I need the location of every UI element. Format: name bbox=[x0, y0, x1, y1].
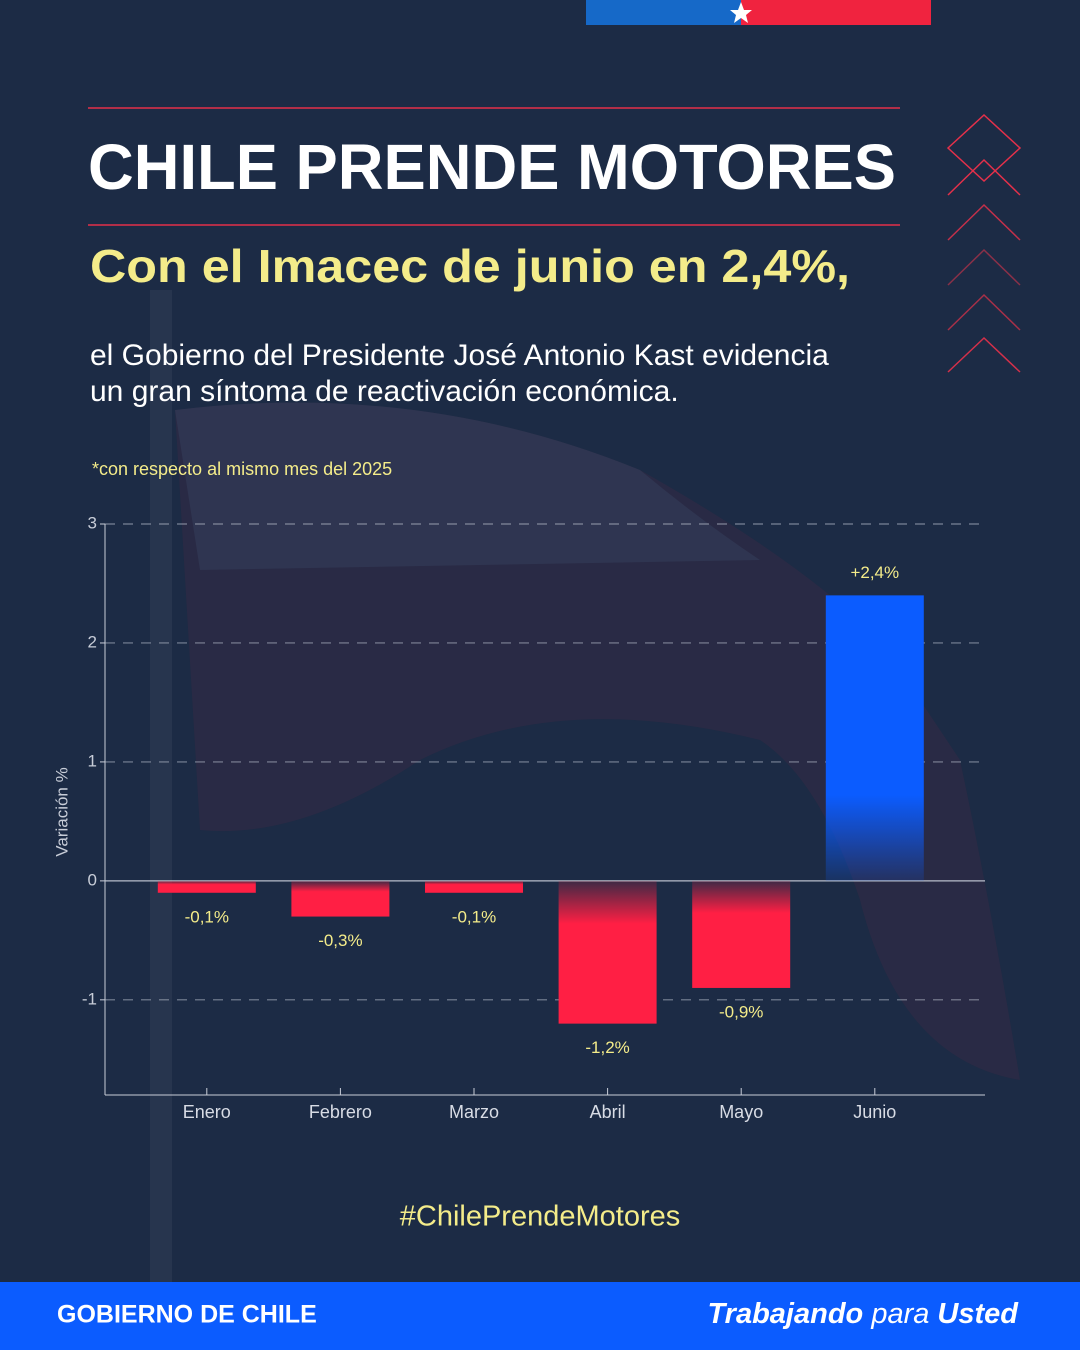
plot: -1 0 1 2 3 Enero -0,1% Febrero -0,3% Marzo -0,1% Ab… bbox=[82, 513, 985, 1122]
footer-bar bbox=[0, 1282, 1080, 1350]
value-label: +2,4% bbox=[850, 563, 899, 582]
body-line: un gran síntoma de reactivación económic… bbox=[90, 375, 679, 408]
y-tick-label: 3 bbox=[88, 513, 97, 532]
title: CHILE PRENDE MOTORES bbox=[88, 131, 896, 203]
chevrons bbox=[946, 113, 1022, 373]
y-tick-label: 0 bbox=[88, 870, 97, 889]
bar bbox=[291, 880, 390, 917]
bar bbox=[692, 880, 791, 988]
body-line: el Gobierno del Presidente José Antonio … bbox=[90, 339, 829, 372]
y-tick-label: -1 bbox=[82, 989, 97, 1008]
y-tick-label: 2 bbox=[88, 632, 97, 651]
tagline-part: Trabajando bbox=[707, 1298, 863, 1330]
y-tick-label: 1 bbox=[88, 751, 97, 770]
x-tick-label: Febrero bbox=[309, 1102, 372, 1122]
value-label: -0,3% bbox=[318, 931, 362, 950]
flag-bar-blue bbox=[586, 0, 741, 25]
flag-pole bbox=[150, 290, 172, 1350]
tagline-part: Usted bbox=[937, 1298, 1019, 1330]
footer-tagline: Trabajando para Usted bbox=[707, 1298, 1019, 1330]
subtitle: Con el Imacec de junio en 2,4%, bbox=[90, 240, 850, 292]
y-axis-label: Variación % bbox=[52, 767, 71, 856]
value-label: -0,1% bbox=[185, 907, 229, 926]
tagline-part: para bbox=[870, 1298, 929, 1330]
flag-bar-red bbox=[741, 0, 931, 25]
value-label: -1,2% bbox=[585, 1038, 629, 1057]
x-tick-label: Enero bbox=[183, 1102, 231, 1122]
bar bbox=[425, 880, 523, 893]
x-tick-label: Junio bbox=[853, 1102, 896, 1122]
flag-star bbox=[730, 2, 752, 23]
x-tick-label: Mayo bbox=[719, 1102, 763, 1122]
bar bbox=[558, 880, 657, 1024]
bar bbox=[825, 595, 924, 881]
footer-brand: GOBIERNO DE CHILE bbox=[57, 1301, 317, 1329]
value-label: -0,1% bbox=[452, 907, 496, 926]
flag-light bbox=[175, 402, 760, 570]
value-label: -0,9% bbox=[719, 1002, 763, 1021]
flag-shadow bbox=[175, 402, 1020, 1080]
note: *con respecto al mismo mes del 2025 bbox=[92, 459, 392, 479]
x-tick-label: Abril bbox=[590, 1102, 626, 1122]
x-tick-label: Marzo bbox=[449, 1102, 499, 1122]
hashtag: #ChilePrendeMotores bbox=[400, 1201, 680, 1233]
bar bbox=[157, 880, 256, 893]
